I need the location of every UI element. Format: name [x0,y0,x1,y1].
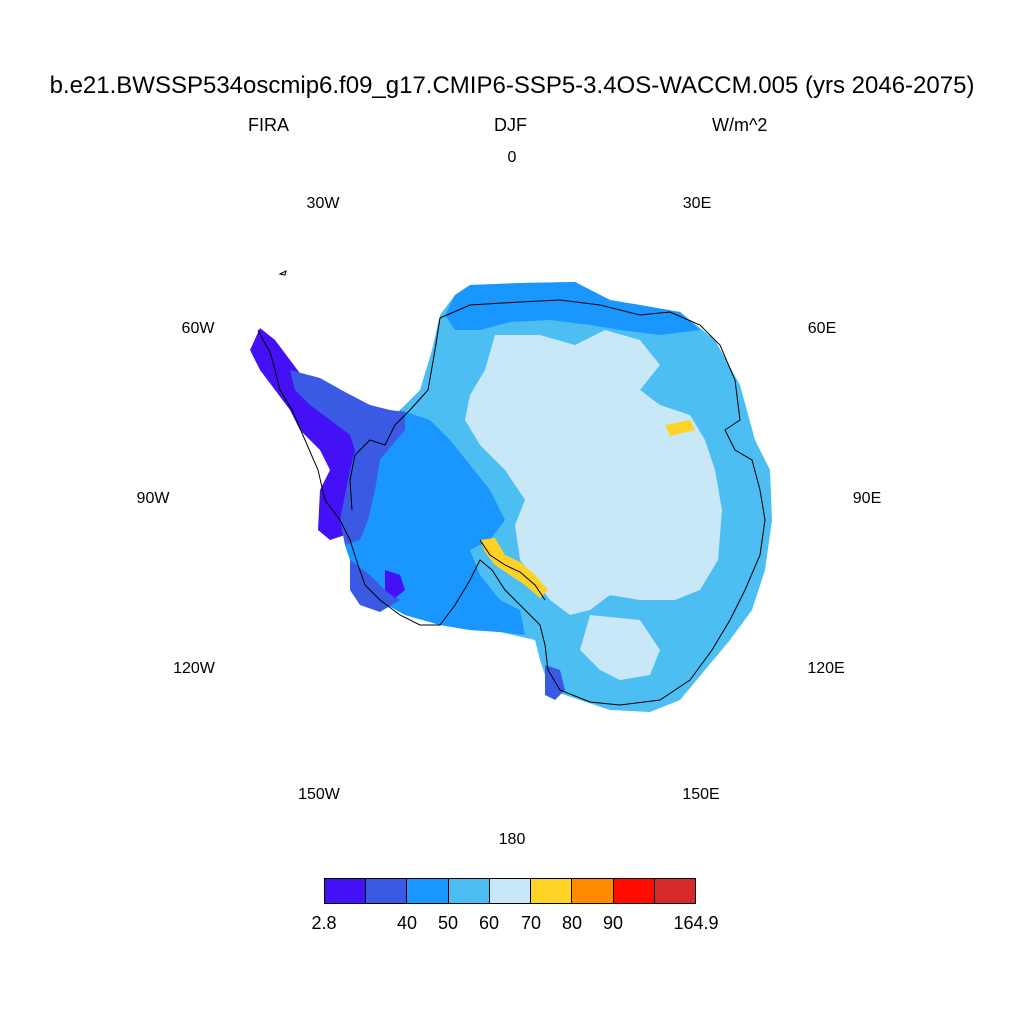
lon-label-60e: 60E [807,320,837,337]
lon-label-120e: 120E [807,660,845,677]
colorbar-label-60: 60 [478,913,500,933]
colorbar-label-40: 40 [396,913,418,933]
lon-label-180: 180 [498,831,526,848]
colorbar-bin-6 [531,879,573,903]
lon-label-60w: 60W [181,320,215,337]
field-peninsula-low [250,328,375,540]
field-band-60-70 [465,330,722,615]
island-outline [278,270,287,276]
colorbar-bin-3 [407,879,449,903]
colorbar-label-90: 90 [602,913,624,933]
season-label: DJF [494,115,527,135]
lon-label-30e: 30E [682,195,712,212]
fira-field [250,282,772,712]
colorbar-bin-2 [366,879,408,903]
colorbar-bin-5 [489,879,532,903]
plot-title: b.e21.BWSSP534oscmip6.f09_g17.CMIP6-SSP5… [49,72,975,99]
coastline [257,299,766,706]
lon-label-120w: 120W [173,660,215,677]
colorbar-bin-8 [613,879,655,903]
variable-label: FIRA [248,115,290,135]
units-label: W/m^2 [712,115,768,135]
field-ross-edge [350,560,400,612]
colorbar-bin-9 [654,879,695,903]
lon-label-90e: 90E [852,490,882,507]
colorbar-label-max: 164.9 [673,913,719,933]
lon-label-0: 0 [507,149,517,166]
colorbar-label-50: 50 [437,913,459,933]
lon-label-150w: 150W [298,786,340,803]
field-ross-cell [385,570,405,598]
field-band-70-80-a [665,420,695,436]
colorbar-bin-4 [448,879,490,903]
field-peninsula-mid [290,370,405,545]
colorbar-bin-1 [325,879,367,903]
field-band-70-80-b [480,538,548,598]
colorbar-label-80: 80 [561,913,583,933]
lon-label-90w: 90W [136,490,170,507]
lon-label-30w: 30W [306,195,340,212]
colorbar-label-min: 2.8 [311,913,337,933]
colorbar-label-70: 70 [520,913,542,933]
field-band-60-70-lobe [580,615,660,680]
field-band-40-50-north [445,282,700,335]
lon-label-150e: 150E [682,786,720,803]
colorbar [324,878,696,904]
ice-shelf-line [479,539,546,601]
colorbar-bin-7 [572,879,614,903]
